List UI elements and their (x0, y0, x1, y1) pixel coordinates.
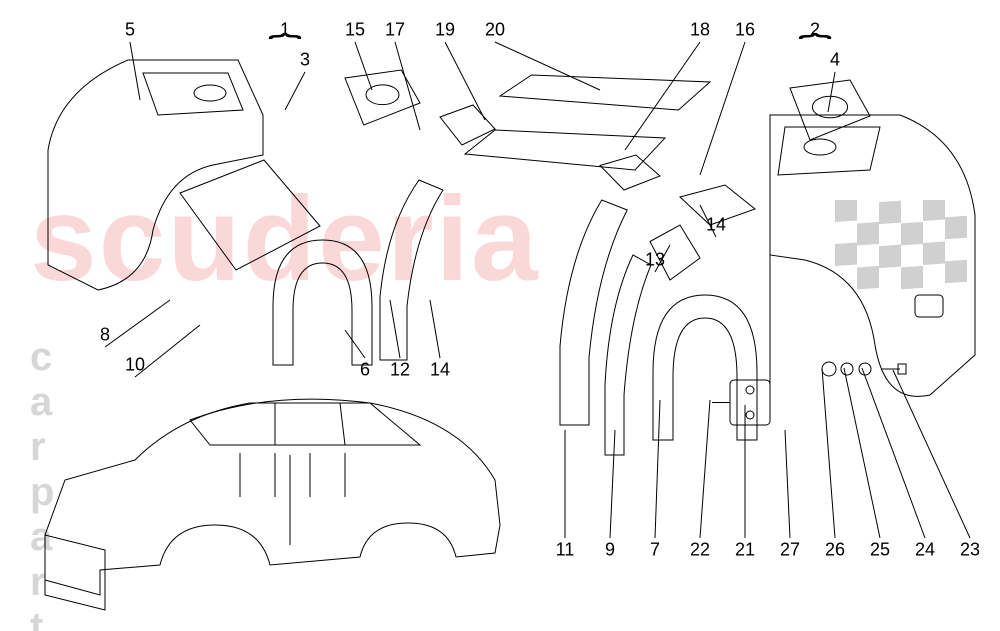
watermark-sub: c a r p a r t s (30, 335, 84, 631)
brace-icon: ⏞ (798, 34, 832, 67)
callout-10: 10 (125, 355, 145, 376)
callout-6: 6 (360, 360, 370, 381)
leader-lines (0, 0, 1000, 631)
diagram-stage: scuderia c a r p a r t s 51⏞315171920181… (0, 0, 1000, 631)
callout-14: 14 (706, 215, 726, 236)
callout-9: 9 (605, 540, 615, 561)
parts-layer (0, 0, 1000, 631)
callout-2: 2 (810, 20, 820, 41)
callout-8: 8 (100, 325, 110, 346)
callout-5: 5 (125, 20, 135, 41)
brace-icon: ⏞ (268, 34, 302, 67)
callout-16: 16 (735, 20, 755, 41)
callout-14: 14 (430, 360, 450, 381)
callout-12: 12 (390, 360, 410, 381)
watermark-main: scuderia (30, 170, 540, 308)
callout-20: 20 (485, 20, 505, 41)
callout-24: 24 (915, 540, 935, 561)
callout-18: 18 (690, 20, 710, 41)
callout-25: 25 (870, 540, 890, 561)
callout-11: 11 (556, 540, 575, 561)
callout-7: 7 (650, 540, 660, 561)
watermark-flag-icon (835, 200, 995, 310)
callout-4: 4 (830, 50, 840, 71)
callout-17: 17 (385, 20, 405, 41)
callout-19: 19 (435, 20, 455, 41)
callout-22: 22 (690, 540, 710, 561)
callout-21: 21 (735, 540, 755, 561)
callout-26: 26 (825, 540, 845, 561)
callout-13: 13 (645, 250, 665, 271)
callout-3: 3 (300, 50, 310, 71)
callout-15: 15 (345, 20, 365, 41)
callout-27: 27 (780, 540, 800, 561)
callout-1: 1 (280, 20, 290, 41)
callout-23: 23 (960, 540, 980, 561)
